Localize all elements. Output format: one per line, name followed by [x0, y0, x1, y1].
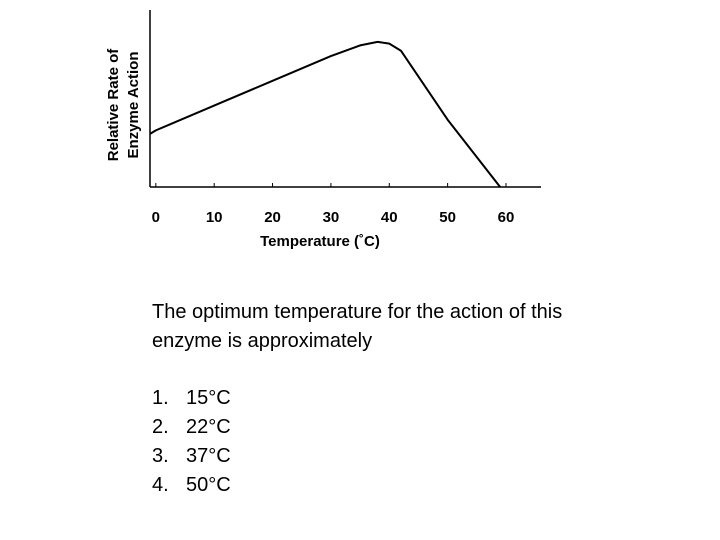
option-number: 2.	[152, 416, 169, 438]
question-line: enzyme is approximately	[152, 330, 372, 352]
option-text: 22°C	[186, 416, 231, 438]
x-tick-label: 30	[323, 209, 340, 226]
option-text: 15°C	[186, 387, 231, 409]
x-tick-label: 0	[152, 209, 160, 226]
curve	[149, 40, 501, 188]
y-axis-label: Enzyme Action	[125, 52, 142, 159]
option-number: 1.	[152, 387, 169, 409]
x-tick-label: 10	[206, 209, 223, 226]
x-axis-label: Temperature (˚C)	[260, 233, 380, 250]
x-tick-label: 50	[439, 209, 456, 226]
option-text: 37°C	[186, 445, 231, 467]
y-axis-label: Relative Rate of	[105, 48, 122, 162]
option-text: 50°C	[186, 474, 231, 496]
option-number: 4.	[152, 474, 169, 496]
option-number: 3.	[152, 445, 169, 467]
x-tick-label: 40	[381, 209, 398, 226]
x-tick-label: 60	[498, 209, 515, 226]
x-tick-label: 20	[264, 209, 281, 226]
question-line: The optimum temperature for the action o…	[152, 301, 562, 323]
